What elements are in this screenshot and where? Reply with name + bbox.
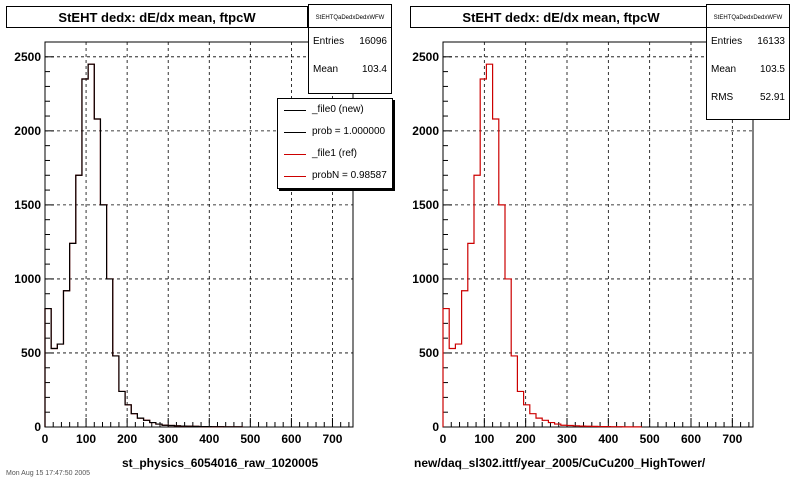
left-x-tick-label: 100 — [76, 432, 96, 446]
legend-swatch-file1 — [284, 154, 306, 155]
legend-entry-file0: _file0 (new) — [278, 99, 392, 121]
right-x-tick-label: 700 — [722, 432, 742, 446]
right-y-tick-label: 2000 — [412, 124, 439, 138]
legend-entry-prob: prob = 1.000000 — [278, 121, 392, 143]
right-stats-rms-label: RMS — [711, 92, 734, 103]
left-stats-mean-label: Mean — [313, 64, 339, 75]
left-stats-entries-value: 16096 — [359, 36, 387, 47]
left-y-tick-label: 2500 — [14, 50, 41, 64]
left-y-tick-label: 2000 — [14, 124, 41, 138]
right-histogram-panel: 0 100 200 300 400 500 600 700 0 500 1000 1500 2000 25… — [400, 0, 800, 480]
left-stats-mean-value: 103.4 — [361, 64, 387, 75]
right-y-tick-label: 1000 — [412, 272, 439, 286]
legend-swatch-prob — [284, 132, 306, 133]
left-stats-entries-row: Entries 16096 — [309, 28, 391, 56]
left-x-tick-label: 600 — [281, 432, 301, 446]
right-stats-mean-value: 103.5 — [759, 64, 785, 75]
legend-label-file1: _file1 (ref) — [312, 148, 358, 159]
left-histogram-panel: 0 100 200 300 400 500 600 700 0 500 1000 1500 2000 25… — [6, 4, 393, 470]
left-x-tick-label: 400 — [199, 432, 219, 446]
left-y-tick-label: 0 — [34, 420, 41, 434]
left-x-tick-label: 500 — [240, 432, 260, 446]
right-stats-box: StEHTQaDedxDedxWFW Entries 16133 Mean 10… — [706, 4, 790, 120]
right-stats-rms-value: 52.91 — [759, 92, 785, 103]
right-x-axis-caption: new/daq_sl302.ittf/year_2005/CuCu200_Hig… — [414, 456, 706, 470]
right-y-tick-label: 500 — [419, 346, 439, 360]
legend-entry-file1: _file1 (ref) — [278, 143, 392, 165]
left-y-tick-label: 1000 — [14, 272, 41, 286]
left-x-tick-label: 200 — [117, 432, 137, 446]
left-plot-title: StEHT dedx: dE/dx mean, ftpcW — [6, 6, 308, 28]
right-y-tick-label: 1500 — [412, 198, 439, 212]
right-stats-mean-label: Mean — [711, 64, 737, 75]
left-stats-entries-label: Entries — [313, 36, 345, 47]
legend-swatch-file0 — [284, 110, 306, 111]
left-x-tick-label: 300 — [158, 432, 178, 446]
legend-label-file0: _file0 (new) — [312, 104, 364, 115]
right-y-tick-label: 0 — [432, 420, 439, 434]
right-x-tick-label: 400 — [598, 432, 618, 446]
left-stats-box: StEHTQaDedxDedxWFW Entries 16096 Mean 10… — [308, 4, 392, 94]
legend-entry-probn: probN = 0.98587 — [278, 165, 392, 187]
left-histogram-series-1 — [44, 63, 243, 428]
right-plot-area: 0 100 200 300 400 500 600 700 0 500 1000 1500 2000 25… — [412, 41, 754, 446]
right-x-tick-label: 300 — [557, 432, 577, 446]
right-y-tick-label: 2500 — [412, 50, 439, 64]
right-stats-mean-row: Mean 103.5 — [707, 56, 789, 84]
right-stats-entries-row: Entries 16133 — [707, 28, 789, 56]
right-x-tick-label: 100 — [474, 432, 494, 446]
right-x-tick-label: 200 — [516, 432, 536, 446]
left-x-tick-label: 700 — [322, 432, 342, 446]
legend-label-probn: probN = 0.98587 — [312, 170, 387, 181]
left-stats-name: StEHTQaDedxDedxWFW — [309, 5, 391, 28]
right-stats-name: StEHTQaDedxDedxWFW — [707, 5, 789, 28]
left-legend: _file0 (new) prob = 1.000000 _file1 (ref… — [277, 98, 393, 189]
left-y-tick-label: 500 — [21, 346, 41, 360]
legend-label-prob: prob = 1.000000 — [312, 126, 386, 137]
right-x-tick-label: 0 — [440, 432, 447, 446]
left-x-axis-caption: st_physics_6054016_raw_1020005 — [122, 456, 319, 470]
left-stats-mean-row: Mean 103.4 — [309, 56, 391, 84]
left-y-tick-label: 1500 — [14, 198, 41, 212]
right-x-tick-label: 500 — [640, 432, 660, 446]
right-stats-entries-label: Entries — [711, 36, 743, 47]
right-x-tick-label: 600 — [681, 432, 701, 446]
right-plot-title: StEHT dedx: dE/dx mean, ftpcW — [410, 6, 712, 28]
legend-swatch-probn — [284, 176, 306, 177]
footer-timestamp: Mon Aug 15 17:47:50 2005 — [6, 470, 91, 477]
right-histogram-series-0 — [442, 63, 642, 428]
right-stats-rms-row: RMS 52.91 — [707, 84, 789, 112]
right-frame — [442, 41, 754, 428]
right-stats-entries-value: 16133 — [757, 36, 785, 47]
left-x-tick-label: 0 — [42, 432, 49, 446]
